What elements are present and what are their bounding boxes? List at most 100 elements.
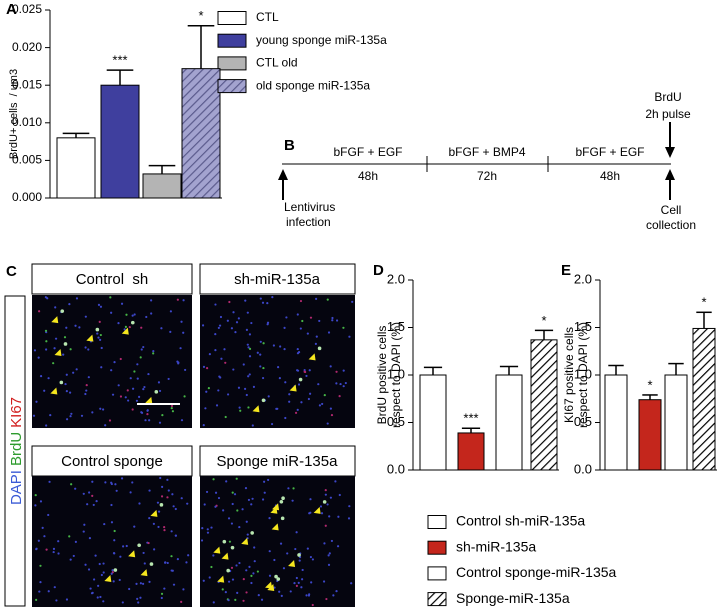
nucleus <box>328 552 331 555</box>
arrowhead <box>272 503 280 511</box>
nucleus <box>230 566 234 569</box>
nucleus <box>64 382 67 386</box>
nucleus <box>329 365 332 368</box>
nucleus <box>227 580 231 583</box>
nucleus <box>83 523 86 526</box>
nucleus <box>205 390 208 393</box>
nucleus <box>138 502 141 505</box>
nucleus <box>103 522 106 526</box>
nucleus <box>297 383 301 386</box>
stage-duration: 48h <box>600 169 620 183</box>
nucleus <box>74 487 77 490</box>
nucleus <box>158 421 162 424</box>
nucleus <box>65 389 68 393</box>
nucleus <box>52 362 55 365</box>
arrowhead <box>289 384 297 392</box>
nucleus <box>233 493 237 496</box>
arrowhead <box>288 559 296 567</box>
nucleus <box>53 586 56 589</box>
cell <box>250 531 254 535</box>
nucleus <box>176 360 179 363</box>
start-label: infection <box>286 215 331 229</box>
nucleus <box>334 480 337 483</box>
nucleus <box>152 522 155 525</box>
nucleus <box>157 525 160 529</box>
nucleus <box>202 579 205 582</box>
significance: * <box>198 8 203 23</box>
nucleus <box>68 391 72 394</box>
nucleus <box>295 584 298 587</box>
cell <box>154 390 159 394</box>
y-axis-label: respect to DAPI (%) <box>389 322 403 428</box>
nucleus <box>91 480 94 483</box>
nucleus <box>242 578 245 581</box>
nucleus <box>261 301 265 304</box>
end-label: Cell <box>661 203 682 217</box>
cell <box>95 327 100 332</box>
nucleus <box>170 404 174 408</box>
nucleus <box>246 533 249 536</box>
nucleus <box>251 424 254 427</box>
nucleus <box>128 325 131 329</box>
nucleus <box>166 478 169 481</box>
nucleus <box>122 545 125 548</box>
nucleus <box>185 561 188 564</box>
nucleus <box>88 491 91 494</box>
nucleus <box>309 316 313 319</box>
nucleus <box>157 510 161 513</box>
nucleus <box>323 394 326 397</box>
nucleus <box>204 407 207 410</box>
nucleus <box>297 581 300 584</box>
nucleus <box>336 545 340 548</box>
arrowhead <box>140 569 148 577</box>
image-title: sh-miR-135a <box>234 271 321 288</box>
nucleus <box>69 415 72 418</box>
nucleus <box>157 381 161 384</box>
nucleus <box>323 542 326 545</box>
nucleus <box>242 363 245 366</box>
nucleus <box>160 327 163 330</box>
nucleus <box>92 503 95 507</box>
nucleus <box>278 377 281 380</box>
nucleus <box>295 531 298 534</box>
nucleus <box>238 525 241 529</box>
nucleus <box>113 361 116 364</box>
cell <box>276 577 281 581</box>
nucleus <box>123 328 126 331</box>
nucleus <box>284 381 287 384</box>
nucleus <box>325 597 328 601</box>
cell <box>60 309 65 313</box>
nucleus <box>49 414 52 417</box>
image-title-box <box>199 263 356 295</box>
nucleus <box>293 582 296 585</box>
nucleus <box>329 496 332 499</box>
nucleus <box>296 313 299 316</box>
significance: * <box>541 313 546 328</box>
nucleus <box>238 406 241 409</box>
nucleus <box>266 301 269 305</box>
nucleus <box>286 552 289 555</box>
nucleus <box>235 477 238 480</box>
nucleus <box>39 500 43 503</box>
nucleus <box>139 596 142 599</box>
nucleus <box>180 497 183 500</box>
arrowhead <box>54 348 62 356</box>
nucleus <box>214 491 218 494</box>
panel-letter: C <box>6 263 17 280</box>
nucleus <box>43 535 46 538</box>
cell <box>113 568 118 572</box>
y-tick-label: 0.0 <box>387 461 405 476</box>
nucleus <box>247 346 250 349</box>
nucleus <box>318 404 322 407</box>
nucleus <box>136 363 139 366</box>
nucleus <box>159 476 162 480</box>
nucleus <box>145 315 148 319</box>
y-axis-label: BrdU+ cells / um3 <box>8 69 20 159</box>
nucleus <box>102 408 105 411</box>
nucleus <box>326 422 329 425</box>
nucleus <box>239 409 242 412</box>
nucleus <box>266 323 269 326</box>
nucleus <box>127 399 130 402</box>
nucleus <box>143 562 146 565</box>
nucleus <box>230 522 234 525</box>
